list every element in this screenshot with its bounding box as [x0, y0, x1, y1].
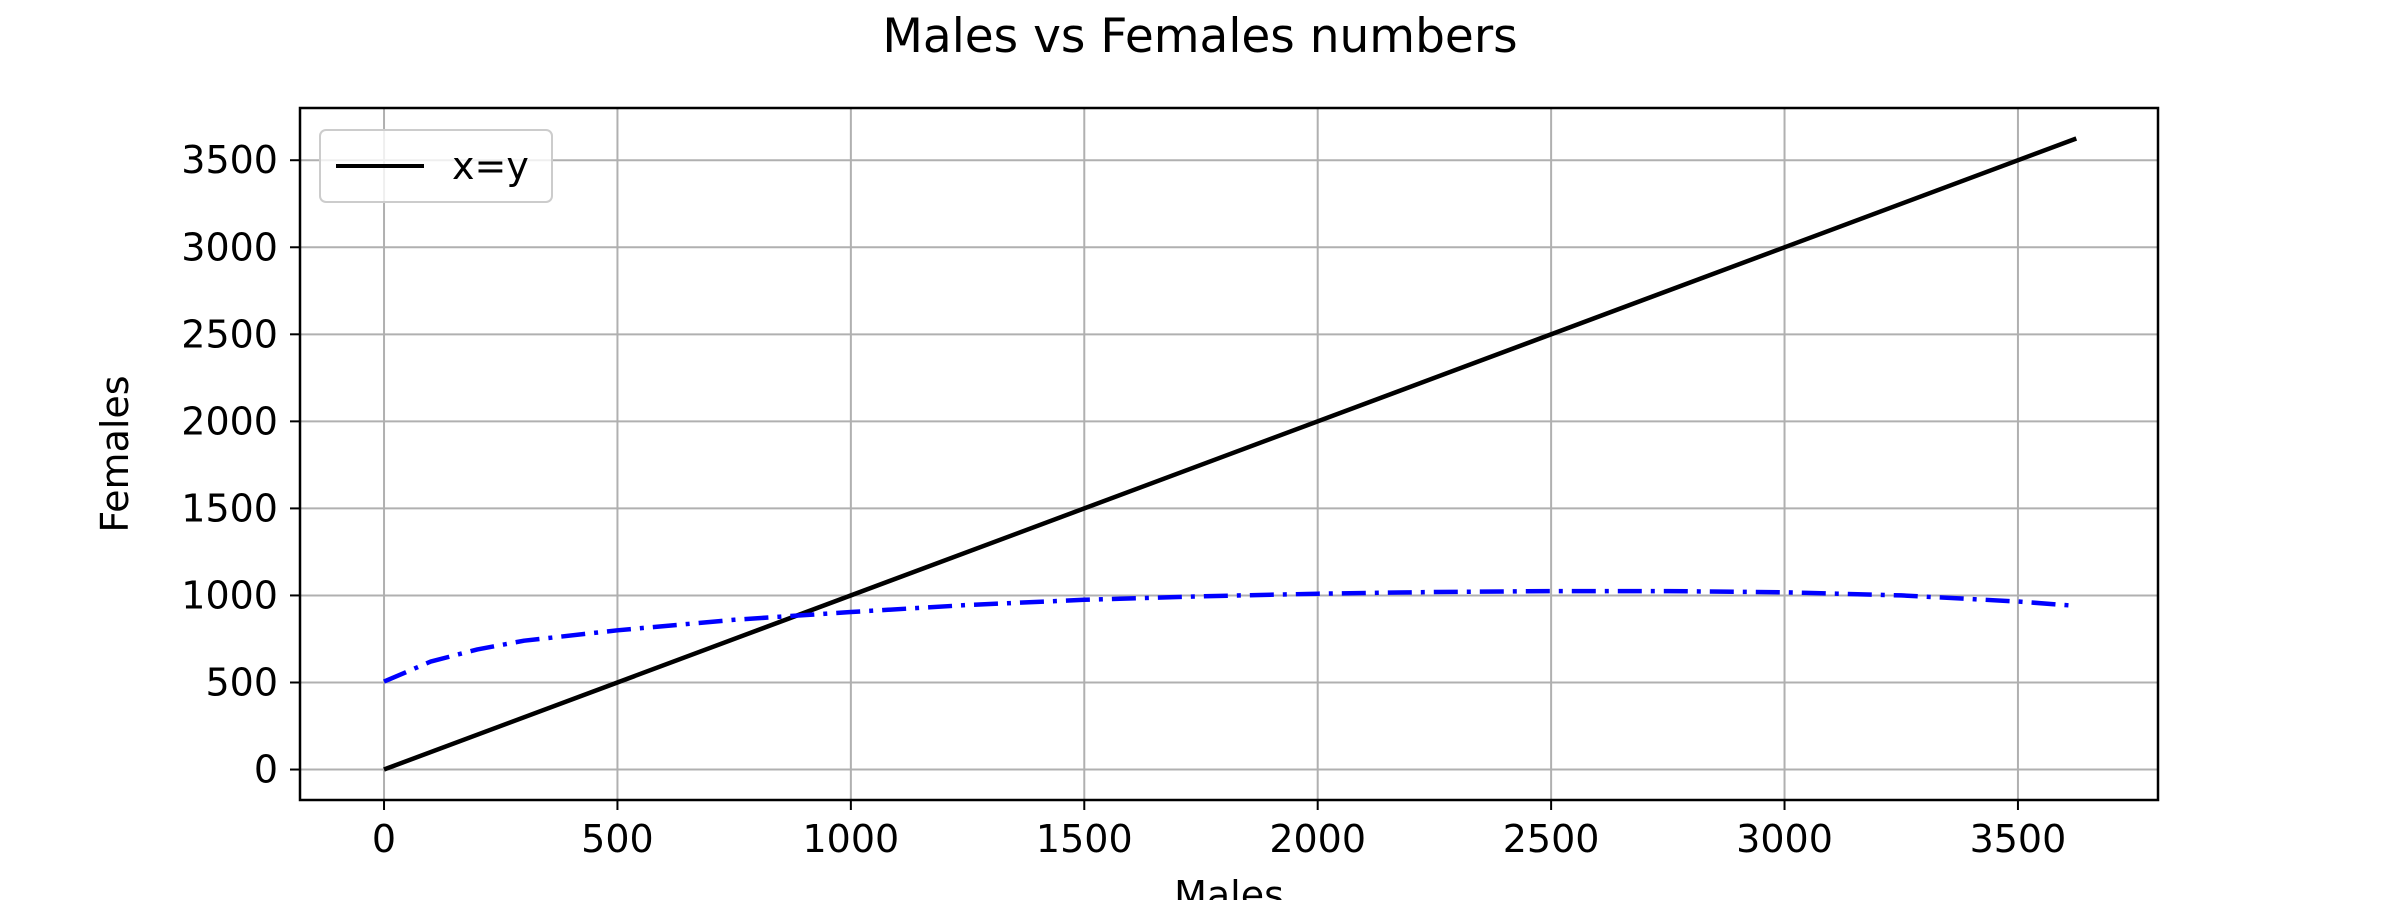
x-tick-label: 3500 — [1970, 817, 2067, 861]
x-tick-label: 2000 — [1269, 817, 1366, 861]
y-tick-label: 1000 — [181, 573, 278, 617]
y-tick-label: 2500 — [181, 312, 278, 356]
series-line-x-equals-y — [383, 136, 2078, 772]
x-tick-label: 2500 — [1503, 817, 1600, 861]
x-tick-label: 1000 — [803, 817, 900, 861]
y-tick-label: 0 — [254, 748, 278, 792]
x-tick-label: 0 — [372, 817, 396, 861]
chart-title: Males vs Females numbers — [882, 9, 1517, 64]
grid-layer — [300, 108, 2158, 800]
y-tick-label: 2000 — [181, 399, 278, 443]
x-tick-label: 500 — [581, 817, 654, 861]
y-axis-label: Females — [93, 375, 137, 532]
plot-frame — [298, 106, 2160, 802]
x-axis-label: Males — [1174, 873, 1284, 900]
series-line-females — [383, 588, 2077, 684]
tick-layer: 0 500 1000 1500 2000 2500 3000 3500 0 500 1000 1500… — [181, 138, 2066, 861]
y-tick-label: 3500 — [181, 138, 278, 182]
legend-box — [319, 129, 553, 203]
legend: x=y — [319, 129, 553, 203]
legend-label-x-equals-y: x=y — [452, 144, 529, 188]
x-tick-label: 1500 — [1036, 817, 1133, 861]
y-tick-label: 500 — [205, 660, 278, 704]
y-tick-label: 3000 — [181, 225, 278, 269]
series-layer — [383, 136, 2078, 772]
x-tick-label: 3000 — [1736, 817, 1833, 861]
y-tick-label: 1500 — [181, 486, 278, 530]
